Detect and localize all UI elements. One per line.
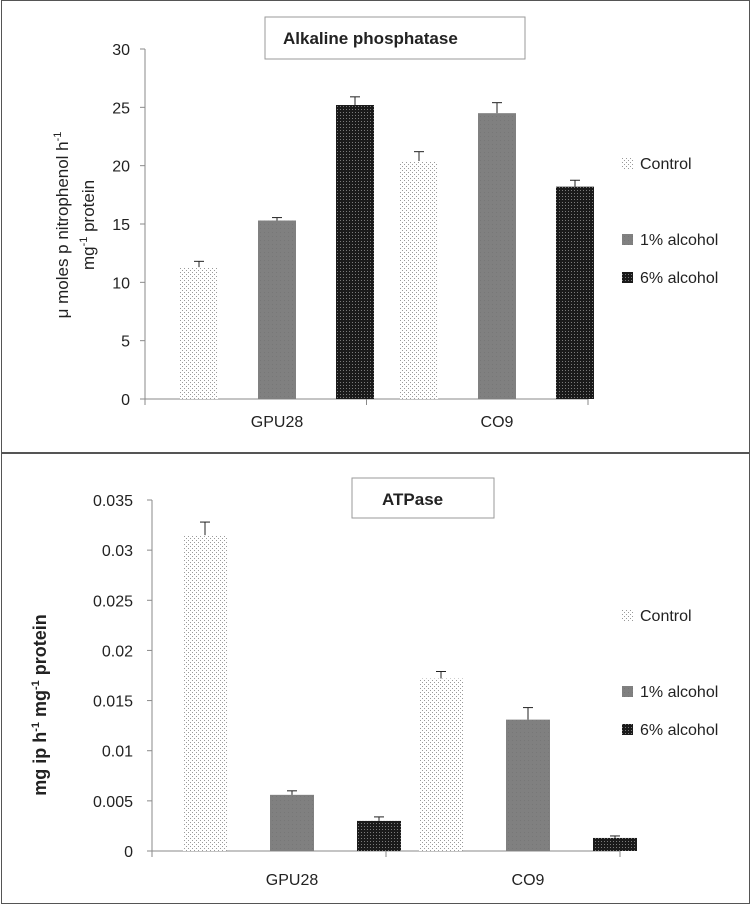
chart1-ytick-label: 15 [112, 217, 130, 234]
chart2-title: ATPase [382, 490, 443, 509]
chart1-legend-swatch [622, 272, 633, 283]
chart2-ytick-label: 0.01 [102, 744, 133, 761]
chart2-ytick-label: 0.025 [93, 593, 133, 610]
chart2-bar-6-alcohol-co9 [593, 837, 637, 851]
chart2-ytick-label: 0.02 [102, 643, 133, 660]
chart2-plot-area: 0 0.005 0.01 0.015 0.02 0.025 0.03 0.035 GPU28 CO… [93, 493, 718, 889]
chart1-bar-6-alcohol-co9 [556, 186, 594, 399]
chart1-ytick-label: 10 [112, 275, 130, 292]
chart1-bar-6-alcohol-gpu28 [336, 105, 374, 399]
chart2-ytick-label: 0.005 [93, 794, 133, 811]
chart1-legend-label: 6% alcohol [640, 270, 718, 287]
chart2-legend-label: 6% alcohol [640, 722, 718, 739]
chart2-bar-control-co9 [419, 678, 463, 851]
chart2-legend-label: 1% alcohol [640, 684, 718, 701]
chart2-bar-control-gpu28 [183, 535, 227, 851]
chart2-ytick-label: 0.03 [102, 543, 133, 560]
alkaline-phosphatase-panel [1, 0, 750, 453]
chart1-bar-1-alcohol-gpu28 [258, 220, 296, 399]
chart2-category-label: GPU28 [266, 872, 319, 889]
chart1-ytick-label: 5 [121, 334, 130, 351]
chart2-legend-swatch [622, 610, 633, 621]
chart1-bar-control-co9 [400, 161, 438, 399]
chart2-ylabel: mg ip h-1 mg-1 protein [30, 614, 50, 796]
chart1-category-label: CO9 [481, 414, 514, 431]
chart1-bar-control-gpu28 [180, 267, 218, 399]
chart2-legend-swatch [622, 724, 633, 735]
chart1-ytick-label: 30 [112, 42, 130, 59]
chart2-ytick-label: 0.035 [93, 493, 133, 510]
chart1-legend-label: Control [640, 156, 692, 173]
chart2-ytick-label: 0 [124, 844, 133, 861]
chart2-ytick-label: 0.015 [93, 694, 133, 711]
chart1-ytick-label: 20 [112, 159, 130, 176]
chart1-category-label: GPU28 [251, 414, 304, 431]
chart2-category-label: CO9 [512, 872, 545, 889]
chart1-ylabel-line2: mg-1 protein [78, 180, 98, 270]
chart1-plot-area: 0 5 10 15 20 25 30 GPU28 CO9 Control 1% alcohol 6% … [112, 42, 718, 431]
chart1-ytick-label: 0 [121, 392, 130, 409]
chart1-legend-swatch [622, 234, 633, 245]
chart2-title-box: ATPase [351, 477, 495, 519]
chart2-legend-label: Control [640, 608, 692, 625]
chart2-legend-swatch [622, 686, 633, 697]
chart1-legend-label: 1% alcohol [640, 232, 718, 249]
chart1-legend-swatch [622, 158, 633, 169]
chart1-title-box: Alkaline phosphatase [264, 16, 526, 60]
chart2-bar-1-alcohol-gpu28 [270, 794, 314, 851]
chart2-bar-1-alcohol-co9 [506, 719, 550, 851]
chart1-title: Alkaline phosphatase [283, 29, 458, 48]
chart2-bar-6-alcohol-gpu28 [357, 820, 401, 851]
chart1-ytick-label: 25 [112, 100, 130, 117]
chart1-bar-1-alcohol-co9 [478, 113, 516, 400]
chart1-ylabel-line1: μ moles p nitrophenol h-1 [52, 132, 72, 319]
